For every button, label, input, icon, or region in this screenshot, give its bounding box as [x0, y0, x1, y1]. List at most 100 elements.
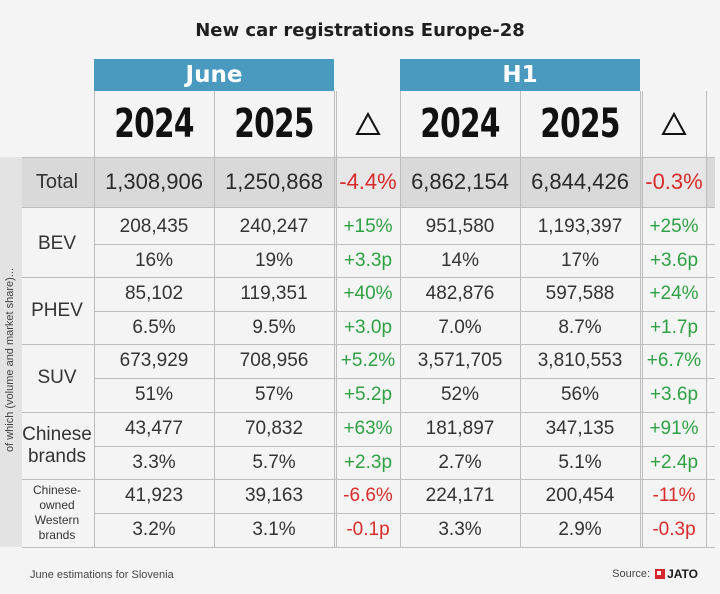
- share-cell: 6.5%: [132, 316, 176, 338]
- volume-cell: 119,351: [240, 282, 308, 304]
- year-header-june-2024: 2024: [114, 101, 194, 147]
- volume-cell: 3,810,553: [537, 349, 623, 371]
- period-header-june: June: [94, 59, 334, 91]
- footer-note: June estimations for Slovenia: [30, 569, 174, 581]
- share-cell: 5.7%: [252, 451, 296, 473]
- volume-cell: 347,135: [545, 417, 615, 439]
- volume-cell: +5.2%: [340, 349, 396, 371]
- year-header-h1-2024: 2024: [420, 101, 500, 147]
- volume-cell: 200,454: [545, 484, 615, 506]
- total-delta-background: [336, 157, 400, 207]
- volume-cell: +91%: [649, 417, 699, 439]
- share-cell: +3.6p: [649, 249, 699, 271]
- share-cell: 56%: [560, 383, 600, 405]
- share-cell: 51%: [134, 383, 174, 405]
- row-divider: [22, 479, 715, 480]
- column-divider: [334, 91, 335, 547]
- row-label-total: Total: [35, 171, 79, 193]
- share-cell: +1.7p: [649, 316, 699, 338]
- volume-cell: -11%: [652, 484, 696, 506]
- share-cell: 3.3%: [132, 451, 176, 473]
- row-divider: [22, 344, 715, 345]
- volume-cell: 70,832: [244, 417, 304, 439]
- delta-icon: [355, 111, 381, 135]
- share-cell: +3.3p: [343, 249, 393, 271]
- row-divider: [22, 547, 715, 548]
- row-label: Chinese brands: [22, 423, 92, 467]
- source-label: Source:: [612, 568, 651, 580]
- volume-cell: +15%: [343, 215, 393, 237]
- row-divider: [22, 207, 715, 208]
- volume-cell: -6.6%: [343, 484, 393, 506]
- volume-cell: 85,102: [124, 282, 184, 304]
- volume-cell: +24%: [649, 282, 699, 304]
- share-cell: 8.7%: [558, 316, 602, 338]
- share-cell: 2.9%: [558, 518, 602, 540]
- share-cell: 52%: [440, 383, 480, 405]
- share-cell: 16%: [134, 249, 174, 271]
- volume-cell: 3,571,705: [417, 349, 503, 371]
- row-divider: [22, 412, 715, 413]
- column-divider: [706, 91, 707, 547]
- total-cell: -4.4%: [339, 169, 397, 194]
- volume-cell: 597,588: [545, 282, 615, 304]
- share-cell: +3.0p: [343, 316, 393, 338]
- volume-cell: 224,171: [425, 484, 495, 506]
- delta-icon: [661, 111, 687, 135]
- share-cell: 17%: [560, 249, 600, 271]
- column-divider: [94, 91, 95, 547]
- share-cell: 57%: [254, 383, 294, 405]
- volume-cell: 708,956: [239, 349, 309, 371]
- total-cell: 6,862,154: [411, 169, 509, 194]
- share-cell: 9.5%: [252, 316, 296, 338]
- jato-logo-icon: [655, 569, 666, 579]
- year-header-h1-2025: 2025: [540, 101, 620, 147]
- row-divider: [22, 277, 715, 278]
- share-cell: 5.1%: [558, 451, 602, 473]
- volume-cell: +6.7%: [646, 349, 702, 371]
- share-cell: +2.3p: [343, 451, 393, 473]
- total-cell: 1,308,906: [105, 169, 203, 194]
- delta-header-h1: [642, 91, 706, 157]
- share-cell: 19%: [254, 249, 294, 271]
- total-cell: 1,250,868: [225, 169, 323, 194]
- sub-row-divider: [94, 513, 715, 514]
- share-cell: +3.6p: [649, 383, 699, 405]
- row-label: BEV: [37, 232, 77, 254]
- volume-cell: 951,580: [425, 215, 495, 237]
- chart-title: New car registrations Europe-28: [195, 20, 525, 41]
- column-divider: [336, 91, 337, 547]
- share-cell: 2.7%: [438, 451, 482, 473]
- volume-cell: +63%: [343, 417, 393, 439]
- share-cell: 3.3%: [438, 518, 482, 540]
- volume-cell: 240,247: [239, 215, 309, 237]
- volume-cell: 181,897: [425, 417, 495, 439]
- volume-cell: 39,163: [244, 484, 304, 506]
- row-label: Chinese-owned Western brands: [32, 482, 82, 542]
- delta-header-june: [336, 91, 400, 157]
- share-cell: +2.4p: [649, 451, 699, 473]
- side-label: of which (volume and market share)...: [4, 267, 16, 453]
- volume-cell: 43,477: [124, 417, 184, 439]
- column-divider: [214, 91, 215, 547]
- share-cell: -0.1p: [346, 518, 390, 540]
- volume-cell: 482,876: [425, 282, 495, 304]
- share-cell: 7.0%: [438, 316, 482, 338]
- row-divider: [22, 157, 715, 158]
- sub-row-divider: [94, 311, 715, 312]
- total-cell: 6,844,426: [531, 169, 629, 194]
- period-header-h1: H1: [400, 59, 640, 91]
- row-label: SUV: [37, 366, 77, 388]
- total-cell: -0.3%: [645, 169, 703, 194]
- sub-row-divider: [94, 244, 715, 245]
- sub-row-divider: [94, 446, 715, 447]
- source-brand: JATO: [667, 567, 698, 581]
- share-cell: +5.2p: [343, 383, 393, 405]
- column-divider: [640, 91, 641, 547]
- footer-source: Source: JATO: [612, 567, 698, 581]
- volume-cell: +40%: [343, 282, 393, 304]
- share-cell: 14%: [440, 249, 480, 271]
- sub-row-divider: [94, 378, 715, 379]
- volume-cell: 673,929: [119, 349, 189, 371]
- volume-cell: 208,435: [119, 215, 189, 237]
